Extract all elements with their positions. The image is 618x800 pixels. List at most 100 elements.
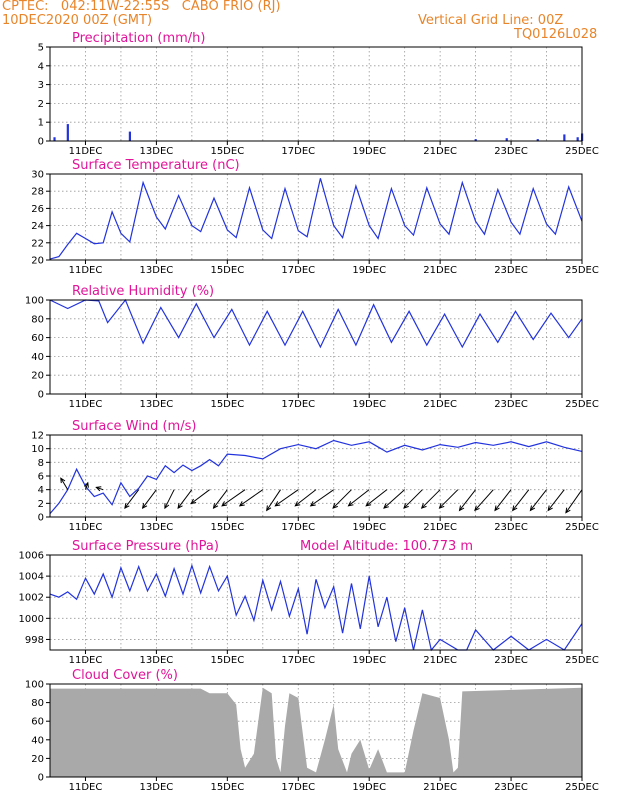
panel-title: Precipitation (mm/h) [72,31,205,46]
x-tick-label: 17DEC [281,399,315,410]
wind-vector [494,489,512,511]
y-tick-label: 30 [31,170,44,181]
wind-vector [565,489,583,513]
wind-vector-head [512,505,518,512]
wind-vector-head [124,503,130,510]
x-tick-label: 13DEC [140,522,174,533]
wind-vector-head [190,498,197,505]
wind-vector-head [403,503,409,509]
wind-vector-head [164,503,170,510]
y-tick-label: 40 [31,352,44,363]
wind-vector [213,489,228,509]
x-tick-label: 19DEC [352,522,386,533]
x-tick-label: 13DEC [140,146,174,157]
wind-vector [221,489,246,507]
y-tick-label: 1002 [19,593,44,604]
x-tick-label: 15DEC [210,265,244,276]
precip-bar [474,139,477,141]
wind-vector [239,489,264,507]
wind-vector-head [420,503,427,509]
y-tick-label: 80 [31,698,44,709]
x-tick-label: 25DEC [565,655,599,666]
panel-title: Surface Temperature (nC) [72,158,240,173]
header-grid-note: Vertical Grid Line: 00Z [418,13,564,28]
y-tick-label: 12 [31,431,44,442]
y-tick-label: 60 [31,717,44,728]
x-tick-label: 11DEC [69,782,103,793]
y-tick-label: 998 [25,635,44,646]
wind-vector [512,489,530,511]
y-tick-label: 24 [31,221,44,232]
wind-vector [459,489,476,511]
wind-vector-head [458,505,465,512]
wind-vector-head [309,501,316,507]
wind-vector-head [365,501,372,507]
x-tick-label: 25DEC [565,782,599,793]
x-tick-label: 17DEC [281,782,315,793]
panel-title: Surface Pressure (hPa) [72,539,219,554]
x-tick-label: 11DEC [69,399,103,410]
x-tick-label: 15DEC [210,522,244,533]
wind-vector-head [565,507,571,514]
y-tick-label: 1006 [19,551,44,562]
x-tick-label: 25DEC [565,146,599,157]
cloud-cover-area [50,687,582,777]
wind-vector [530,489,547,511]
y-tick-label: 5 [38,43,44,54]
y-tick-label: 8 [38,458,44,469]
x-tick-label: 19DEC [352,655,386,666]
wind-vector-head [494,505,500,512]
wind-vector-head [238,501,245,507]
wind-vector-head [294,501,301,507]
precip-bar [128,131,131,141]
panel-frame [49,46,583,142]
y-tick-label: 1000 [19,614,44,625]
y-tick-label: 26 [31,204,44,215]
wind-vector [164,489,175,509]
wind-vector-head [141,503,148,510]
wind-vector [365,489,388,507]
x-tick-label: 21DEC [423,399,457,410]
x-tick-label: 13DEC [140,782,174,793]
panel-frame [49,554,583,651]
wind-vector-head [266,505,272,512]
wind-vector-head [438,503,445,509]
wind-vector [96,486,104,491]
x-tick-label: 11DEC [69,655,103,666]
x-tick-label: 17DEC [281,522,315,533]
x-tick-label: 23DEC [494,265,528,276]
precip-bar [576,137,579,141]
y-tick-label: 20 [31,371,44,382]
wind-vector-head [221,501,228,507]
x-tick-label: 13DEC [140,265,174,276]
series-line [49,563,583,652]
panel-frame [49,299,583,395]
panel-title: Relative Humidity (%) [72,284,214,299]
x-tick-label: 15DEC [210,655,244,666]
x-tick-label: 21DEC [423,782,457,793]
y-tick-label: 10 [31,444,44,455]
wind-vector [348,489,370,507]
series-line [49,298,583,349]
wind-vector-head [547,505,553,512]
wind-vector [383,489,405,509]
y-tick-label: 100 [25,680,44,691]
wind-vector [474,489,494,511]
x-tick-label: 15DEC [210,782,244,793]
x-tick-label: 21DEC [423,522,457,533]
x-tick-label: 19DEC [352,399,386,410]
x-tick-label: 15DEC [210,399,244,410]
wind-vector [421,489,441,509]
wind-vector-head [60,477,66,484]
y-tick-label: 20 [31,256,44,267]
series-line [49,439,583,514]
x-tick-label: 25DEC [565,522,599,533]
y-tick-label: 1 [38,118,44,129]
x-tick-label: 17DEC [281,265,315,276]
wind-vector [266,489,281,511]
precip-bar [536,139,539,141]
x-tick-label: 19DEC [352,782,386,793]
x-tick-label: 17DEC [281,655,315,666]
wind-vector [547,489,565,511]
